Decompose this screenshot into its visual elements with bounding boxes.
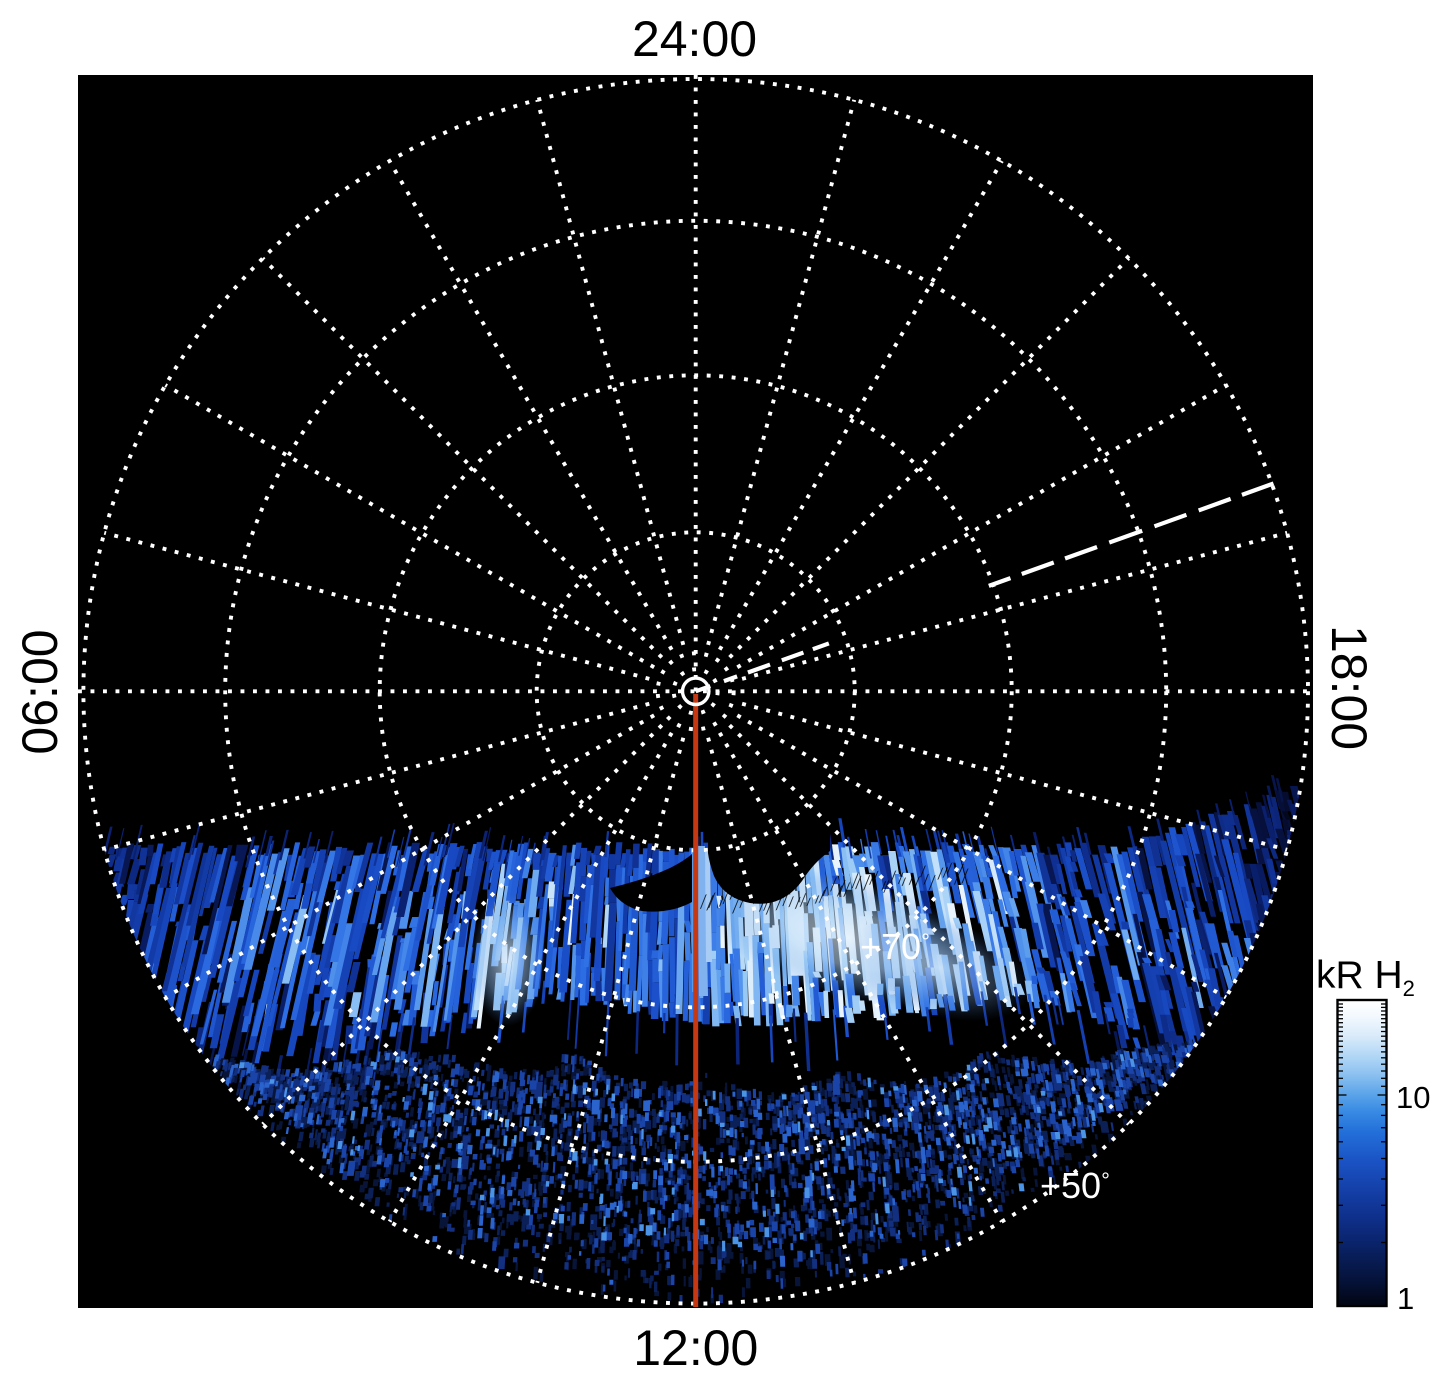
svg-text:+70°: +70° [860, 926, 930, 967]
svg-text:06:00: 06:00 [12, 629, 68, 754]
svg-text:10: 10 [1396, 1080, 1430, 1115]
svg-text:24:00: 24:00 [632, 11, 757, 67]
svg-text:18:00: 18:00 [1321, 625, 1377, 750]
svg-text:+50°: +50° [1040, 1165, 1110, 1206]
svg-text:1: 1 [1397, 1281, 1414, 1316]
svg-text:kR H2: kR H2 [1316, 954, 1415, 1001]
svg-text:12:00: 12:00 [633, 1320, 758, 1376]
